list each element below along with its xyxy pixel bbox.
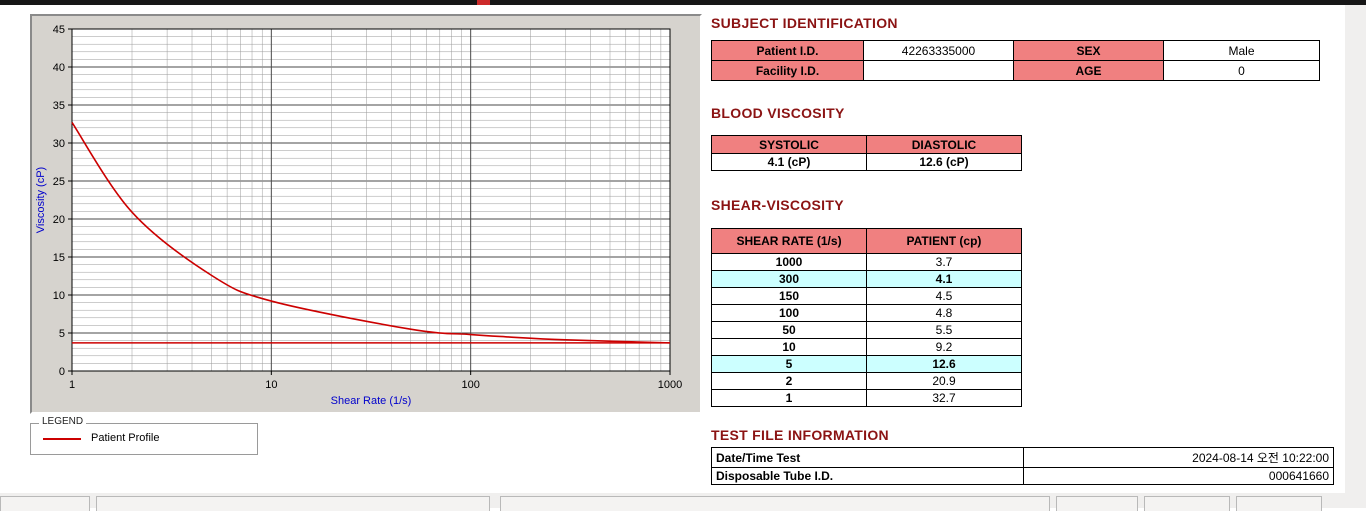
svg-text:1000: 1000 — [658, 379, 682, 391]
svg-text:5: 5 — [59, 328, 65, 340]
shear-row: 1000 3.7 — [711, 253, 1022, 271]
disposable-tube-id-label: Disposable Tube I.D. — [711, 467, 1024, 485]
facility-id-label: Facility I.D. — [711, 60, 864, 81]
shear-rate-cell: 1000 — [711, 253, 867, 271]
window-top-bar — [0, 0, 1366, 5]
svg-text:15: 15 — [53, 252, 65, 264]
svg-text:Viscosity (cP): Viscosity (cP) — [35, 167, 47, 233]
age-value: 0 — [1163, 60, 1320, 81]
svg-text:40: 40 — [53, 62, 65, 74]
svg-text:25: 25 — [53, 176, 65, 188]
facility-id-value — [863, 60, 1014, 81]
subject-identification-table: Patient I.D. 42263335000 SEX Male Facili… — [711, 40, 1320, 81]
partial-widget — [1144, 496, 1230, 511]
patient-profile-line-sample — [43, 438, 81, 440]
shear-row: 50 5.5 — [711, 321, 1022, 339]
shear-row: 5 12.6 — [711, 355, 1022, 373]
shear-rate-cell: 5 — [711, 355, 867, 373]
shear-row: 1 32.7 — [711, 389, 1022, 407]
shear-row: 300 4.1 — [711, 270, 1022, 288]
table-row: SYSTOLIC DIASTOLIC — [711, 135, 1022, 154]
disposable-tube-id-value: 000641660 — [1023, 467, 1334, 485]
partial-widget — [500, 496, 1050, 511]
date-time-test-label: Date/Time Test — [711, 447, 1024, 468]
shear-rate-cell: 1 — [711, 389, 867, 407]
svg-text:35: 35 — [53, 100, 65, 112]
patient-cp-cell: 12.6 — [866, 355, 1022, 373]
sex-label: SEX — [1013, 40, 1164, 61]
diastolic-header: DIASTOLIC — [866, 135, 1022, 154]
shear-rate-cell: 2 — [711, 372, 867, 390]
svg-text:1: 1 — [69, 379, 75, 391]
partial-widget — [1056, 496, 1138, 511]
shear-viscosity-title: SHEAR-VISCOSITY — [711, 197, 844, 213]
shear-row: 2 20.9 — [711, 372, 1022, 390]
shear-rate-cell: 300 — [711, 270, 867, 288]
legend-title: LEGEND — [39, 416, 87, 427]
test-file-information-title: TEST FILE INFORMATION — [711, 427, 889, 443]
svg-text:30: 30 — [53, 138, 65, 150]
partial-widget — [0, 496, 90, 511]
date-time-test-value: 2024-08-14 오전 10:22:00 — [1023, 447, 1334, 468]
shear-viscosity-table: SHEAR RATE (1/s) PATIENT (cp) 1000 3.7 300… — [711, 228, 1022, 407]
patient-cp-cell: 5.5 — [866, 321, 1022, 339]
svg-text:Shear Rate (1/s): Shear Rate (1/s) — [331, 395, 412, 407]
diastolic-value: 12.6 (cP) — [866, 153, 1022, 171]
legend-item-label: Patient Profile — [91, 432, 160, 444]
svg-text:100: 100 — [461, 379, 479, 391]
age-label: AGE — [1013, 60, 1164, 81]
table-row: 4.1 (cP) 12.6 (cP) — [711, 153, 1022, 171]
table-row: Date/Time Test 2024-08-14 오전 10:22:00 — [711, 447, 1334, 468]
shear-row: 10 9.2 — [711, 338, 1022, 356]
patient-cp-cell: 4.8 — [866, 304, 1022, 322]
table-row: Facility I.D. AGE 0 — [711, 60, 1320, 81]
shear-row: 100 4.8 — [711, 304, 1022, 322]
svg-text:10: 10 — [265, 379, 277, 391]
sex-value: Male — [1163, 40, 1320, 61]
patient-cp-header: PATIENT (cp) — [866, 228, 1022, 254]
shear-rate-header: SHEAR RATE (1/s) — [711, 228, 867, 254]
svg-text:20: 20 — [53, 214, 65, 226]
patient-id-value: 42263335000 — [863, 40, 1014, 61]
shear-rate-cell: 150 — [711, 287, 867, 305]
svg-text:0: 0 — [59, 366, 65, 378]
shear-rate-cell: 100 — [711, 304, 867, 322]
partial-widget — [1236, 496, 1322, 511]
systolic-value: 4.1 (cP) — [711, 153, 867, 171]
patient-cp-cell: 32.7 — [866, 389, 1022, 407]
patient-cp-cell: 3.7 — [866, 253, 1022, 271]
table-row: Patient I.D. 42263335000 SEX Male — [711, 40, 1320, 61]
svg-text:45: 45 — [53, 24, 65, 36]
patient-id-label: Patient I.D. — [711, 40, 864, 61]
blood-viscosity-title: BLOOD VISCOSITY — [711, 105, 845, 121]
patient-cp-cell: 4.1 — [866, 270, 1022, 288]
shear-rate-cell: 50 — [711, 321, 867, 339]
svg-text:10: 10 — [53, 290, 65, 302]
partial-widget — [96, 496, 490, 511]
subject-identification-title: SUBJECT IDENTIFICATION — [711, 15, 898, 31]
blood-viscosity-table: SYSTOLIC DIASTOLIC 4.1 (cP) 12.6 (cP) — [711, 135, 1022, 171]
table-row: Disposable Tube I.D. 000641660 — [711, 467, 1334, 485]
patient-cp-cell: 20.9 — [866, 372, 1022, 390]
legend-box: LEGEND Patient Profile — [30, 416, 258, 455]
viscosity-chart: 0 5 10 15 20 25 30 35 40 45 1 10 100 1000 Shear Rate (… — [35, 24, 682, 407]
top-bar-red-marker — [477, 0, 490, 5]
patient-cp-cell: 9.2 — [866, 338, 1022, 356]
shear-rate-cell: 10 — [711, 338, 867, 356]
viscosity-chart-panel: 0 5 10 15 20 25 30 35 40 45 1 10 100 1000 Shear Rate (… — [30, 14, 702, 414]
right-margin-strip — [1345, 5, 1366, 494]
bottom-strip — [0, 493, 1366, 511]
systolic-header: SYSTOLIC — [711, 135, 867, 154]
table-header-row: SHEAR RATE (1/s) PATIENT (cp) — [711, 228, 1022, 254]
shear-row: 150 4.5 — [711, 287, 1022, 305]
test-file-information-table: Date/Time Test 2024-08-14 오전 10:22:00 Di… — [711, 447, 1334, 485]
patient-cp-cell: 4.5 — [866, 287, 1022, 305]
